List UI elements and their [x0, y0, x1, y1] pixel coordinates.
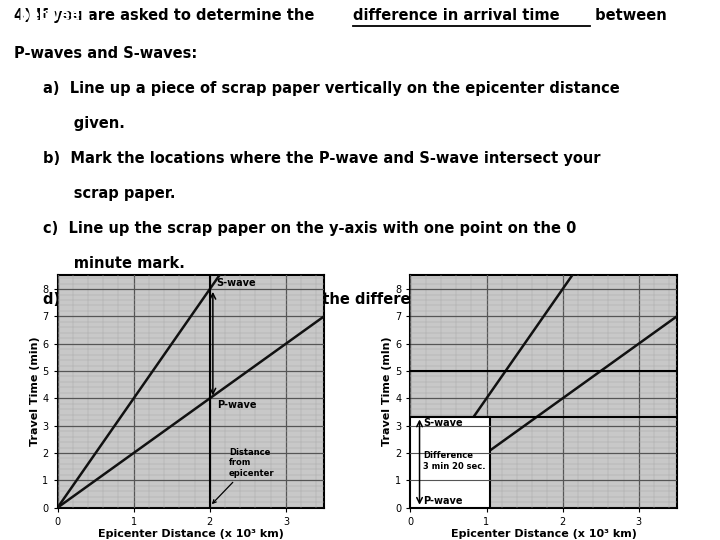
- Text: S-wave: S-wave: [423, 418, 463, 428]
- Text: a)  Line up a piece of scrap paper vertically on the epicenter distance: a) Line up a piece of scrap paper vertic…: [43, 81, 620, 96]
- Text: Difference
3 min 20 sec.: Difference 3 min 20 sec.: [423, 451, 486, 471]
- Text: between: between: [590, 8, 667, 23]
- Text: minute mark.: minute mark.: [43, 256, 185, 272]
- Text: b)  Mark the locations where the P-wave and S-wave intersect your: b) Mark the locations where the P-wave a…: [43, 151, 600, 166]
- Text: difference in arrival time: difference in arrival time: [353, 8, 559, 23]
- Text: 4) If you are asked to determine the: 4) If you are asked to determine the: [14, 8, 320, 23]
- Text: scrap paper.: scrap paper.: [43, 186, 176, 201]
- Bar: [410, 417, 490, 508]
- Text: P-wave: P-wave: [423, 496, 463, 506]
- X-axis label: Epicenter Distance (x 10³ km): Epicenter Distance (x 10³ km): [451, 529, 636, 539]
- X-axis label: Epicenter Distance (x 10³ km): Epicenter Distance (x 10³ km): [98, 529, 284, 539]
- Text: d)  The second mark will indicate the difference in arrival time.: d) The second mark will indicate the dif…: [43, 292, 567, 307]
- Text: between: between: [14, 8, 91, 23]
- Y-axis label: Travel Time (mln): Travel Time (mln): [382, 336, 392, 447]
- Text: Distance
from
epicenter: Distance from epicenter: [212, 448, 274, 503]
- Text: c)  Line up the scrap paper on the y-axis with one point on the 0: c) Line up the scrap paper on the y-axis…: [43, 221, 577, 237]
- Text: S-wave: S-wave: [217, 278, 256, 288]
- Y-axis label: Travel Time (min): Travel Time (min): [30, 336, 40, 447]
- Text: P-wave: P-wave: [217, 400, 256, 410]
- Text: given.: given.: [43, 116, 125, 131]
- Text: P-waves and S-waves:: P-waves and S-waves:: [14, 46, 198, 61]
